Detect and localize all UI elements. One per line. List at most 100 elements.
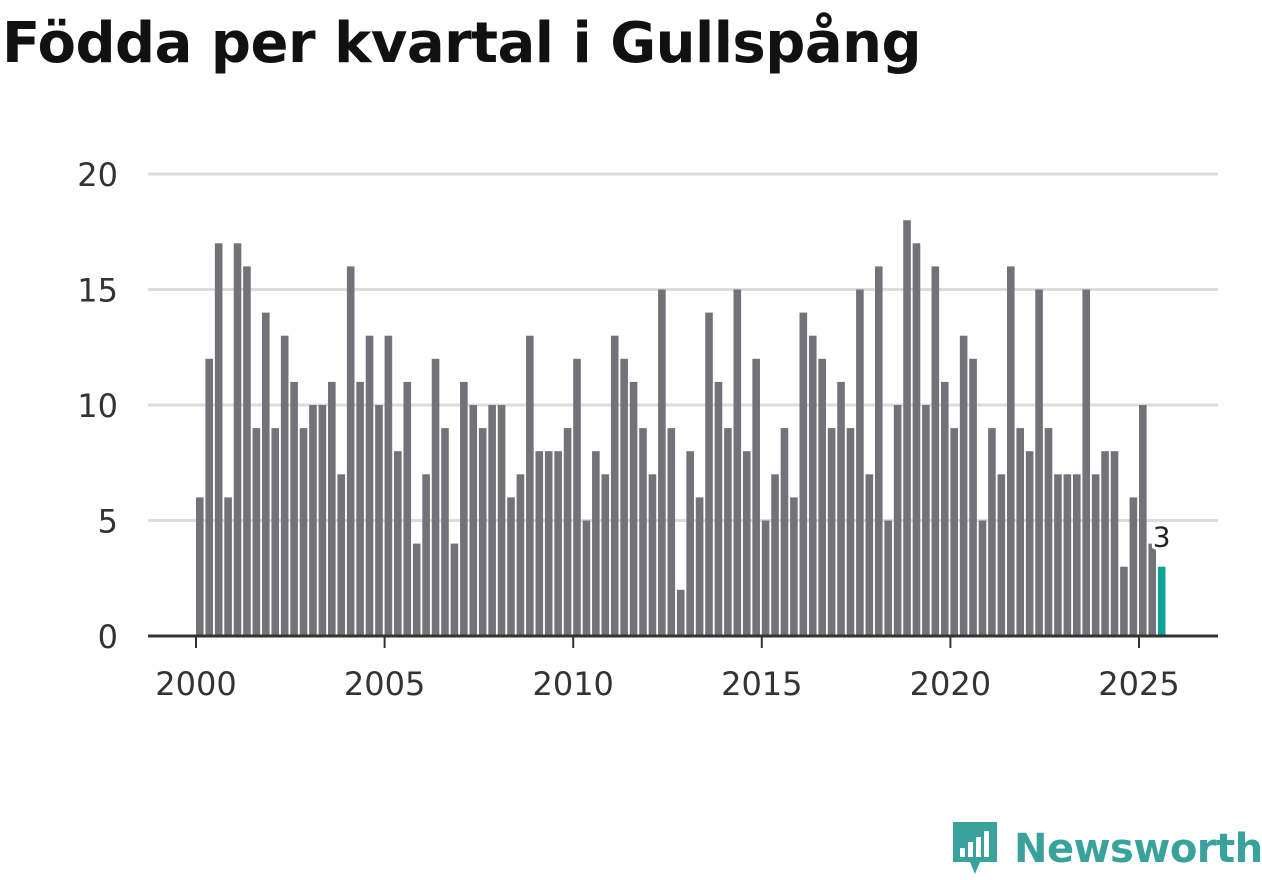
bar	[846, 428, 855, 636]
bar	[969, 358, 977, 636]
bar	[742, 451, 751, 636]
y-tick-label: 15	[77, 272, 118, 310]
bars	[196, 220, 1166, 637]
bar	[771, 474, 779, 636]
bar	[865, 474, 874, 636]
bar	[431, 358, 440, 636]
bar	[1129, 497, 1138, 636]
bar-highlight	[1157, 566, 1166, 636]
bar	[799, 312, 808, 636]
bar	[243, 266, 251, 636]
bar	[978, 520, 987, 636]
bar	[582, 520, 591, 636]
bar	[299, 428, 308, 636]
bar	[309, 405, 317, 636]
bar	[271, 428, 280, 636]
bar	[488, 405, 496, 636]
bar	[469, 405, 478, 636]
bar	[356, 381, 364, 636]
bar	[639, 428, 647, 636]
bar	[214, 243, 223, 637]
bar	[790, 497, 798, 636]
bar	[384, 335, 393, 636]
bar	[422, 474, 430, 636]
bar	[733, 289, 742, 636]
bar	[328, 381, 336, 636]
bar	[592, 451, 600, 636]
bar	[290, 381, 298, 636]
bar	[1054, 474, 1062, 636]
bar	[629, 381, 638, 636]
bar	[752, 358, 760, 636]
bar	[1063, 474, 1072, 636]
chart-title: Födda per kvartal i Gullspång	[2, 11, 922, 76]
bar	[780, 428, 789, 636]
bar	[601, 474, 610, 636]
bar	[714, 381, 723, 636]
x-tick-label: 2000	[155, 665, 236, 703]
bar	[610, 335, 619, 636]
bar	[365, 335, 374, 636]
bar	[950, 428, 958, 636]
bar	[1091, 474, 1100, 636]
x-tick-label: 2005	[344, 665, 425, 703]
bar	[1072, 474, 1081, 636]
y-tick-label: 10	[77, 387, 118, 425]
x-axis-ticks: 2000 2005 2010 2015 2020 2025	[155, 636, 1180, 703]
bar	[676, 589, 685, 636]
bar	[196, 497, 204, 636]
bar	[507, 497, 515, 636]
bar	[460, 381, 468, 636]
bar	[761, 520, 770, 636]
bar	[1139, 405, 1147, 636]
newsworthy-logo-icon	[953, 822, 997, 874]
bar	[1006, 266, 1015, 636]
bar	[988, 428, 996, 636]
bar	[648, 474, 657, 636]
bar	[318, 405, 327, 636]
bar	[903, 220, 911, 636]
bar	[1044, 428, 1053, 636]
bar	[441, 428, 449, 636]
bar	[818, 358, 826, 636]
bar	[526, 335, 534, 636]
bar	[478, 428, 487, 636]
bar	[205, 358, 214, 636]
bar	[1148, 543, 1157, 636]
bar	[940, 381, 949, 636]
bar	[252, 428, 261, 636]
bar	[375, 405, 383, 636]
bar	[1101, 451, 1109, 636]
bar	[705, 312, 713, 636]
bar	[394, 451, 402, 636]
bar	[724, 428, 732, 636]
x-tick-label: 2015	[721, 665, 802, 703]
bar	[1110, 451, 1119, 636]
brand-name: Newsworthy	[1014, 826, 1262, 872]
bar	[224, 497, 232, 636]
bar	[403, 381, 412, 636]
bar	[346, 266, 355, 636]
bar	[922, 405, 930, 636]
x-tick-label: 2010	[532, 665, 613, 703]
bar	[686, 451, 694, 636]
bar	[262, 312, 270, 636]
bar	[1082, 289, 1091, 636]
bar	[931, 266, 940, 636]
bar	[667, 428, 676, 636]
bar	[573, 358, 581, 636]
bar	[658, 289, 666, 636]
bar	[997, 474, 1006, 636]
last-value-label: 3	[1153, 521, 1171, 554]
bar	[1025, 451, 1034, 636]
bar	[1035, 289, 1043, 636]
bar	[808, 335, 817, 636]
bar	[563, 428, 572, 636]
bar	[516, 474, 525, 636]
brand-logo: Newsworthy	[950, 818, 1262, 880]
x-tick-label: 2020	[910, 665, 991, 703]
bar	[554, 451, 562, 636]
bar	[412, 543, 421, 636]
data-labels: 3	[1150, 518, 1174, 557]
